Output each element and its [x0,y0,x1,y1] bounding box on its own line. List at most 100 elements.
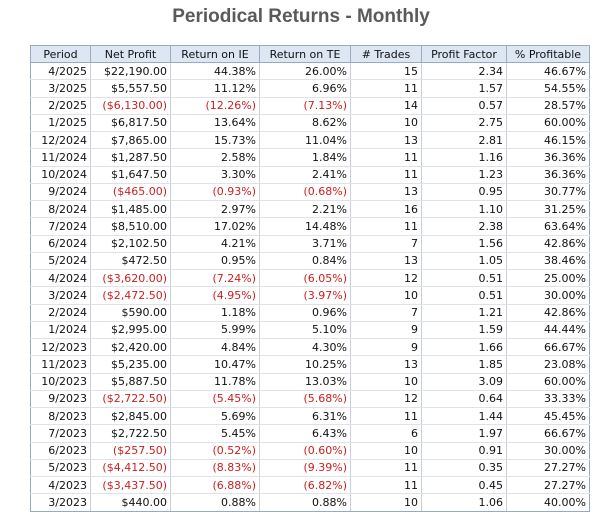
table-row: 11/2023 $5,235.00 10.47% 10.25% 13 1.85 23.08% [30,355,590,374]
profit-factor-cell: 2.81 [421,131,507,150]
percent-profitable-cell: 30.00% [506,442,590,460]
percent-profitable-cell: 30.00% [506,286,590,305]
net-profit-cell: $5,235.00 [90,355,171,374]
trades-cell: 6 [350,424,422,443]
table-row: 6/2024 $2,102.50 4.21% 3.71% 7 1.56 42.86% [30,235,590,253]
trades-cell: 11 [350,476,422,495]
trades-cell: 9 [350,338,422,357]
period-cell: 3/2025 [30,79,91,98]
return-on-ie-cell: (0.52%) [170,442,260,460]
net-profit-cell: $1,647.50 [90,166,171,184]
return-on-ie-cell: 0.95% [170,252,260,271]
return-on-te-cell: (7.13%) [259,97,351,115]
column-header-period[interactable]: Period [30,45,91,63]
return-on-te-cell: 0.84% [259,252,351,271]
table-row: 12/2023 $2,420.00 4.84% 4.30% 9 1.66 66.67% [30,338,590,357]
percent-profitable-cell: 23.08% [506,355,590,374]
net-profit-cell: ($4,412.50) [90,459,171,478]
profit-factor-cell: 0.64 [421,390,507,409]
report-title: Periodical Returns - Monthly [172,6,430,27]
header-row: Period Net Profit Return on IE Return on… [30,45,590,63]
column-header-trades[interactable]: # Trades [350,45,422,63]
net-profit-cell: ($257.50) [90,442,171,460]
profit-factor-cell: 1.97 [421,424,507,443]
periodical-returns-table: Period Net Profit Return on IE Return on… [30,45,590,512]
period-cell: 11/2023 [30,355,91,374]
return-on-ie-cell: 11.12% [170,79,260,98]
table-row: 5/2023 ($4,412.50) (8.83%) (9.39%) 11 0.35 27.… [30,459,590,478]
period-cell: 7/2024 [30,217,91,236]
return-on-ie-cell: 2.97% [170,200,260,219]
return-on-te-cell: 2.21% [259,200,351,219]
return-on-te-cell: (6.82%) [259,476,351,495]
period-cell: 4/2023 [30,476,91,495]
net-profit-cell: $590.00 [90,304,171,322]
percent-profitable-cell: 63.64% [506,217,590,236]
return-on-te-cell: 3.71% [259,235,351,253]
period-cell: 8/2024 [30,200,91,219]
percent-profitable-cell: 27.27% [506,476,590,495]
trades-cell: 14 [350,97,422,115]
profit-factor-cell: 0.45 [421,476,507,495]
table-row: 4/2024 ($3,620.00) (7.24%) (6.05%) 12 0.51 25.… [30,269,590,288]
return-on-te-cell: 13.03% [259,373,351,391]
return-on-te-cell: 2.41% [259,166,351,184]
table-row: 10/2024 $1,647.50 3.30% 2.41% 11 1.23 36.36% [30,166,590,184]
profit-factor-cell: 1.21 [421,304,507,322]
table-row: 1/2024 $2,995.00 5.99% 5.10% 9 1.59 44.44% [30,321,590,340]
period-cell: 4/2024 [30,269,91,288]
net-profit-cell: $2,102.50 [90,235,171,253]
return-on-te-cell: 8.62% [259,114,351,133]
column-header-return-on-ie[interactable]: Return on IE [170,45,260,63]
table-row: 3/2024 ($2,472.50) (4.95%) (3.97%) 10 0.51 30.… [30,286,590,305]
percent-profitable-cell: 28.57% [506,97,590,115]
return-on-ie-cell: 10.47% [170,355,260,374]
net-profit-cell: ($2,472.50) [90,286,171,305]
trades-cell: 10 [350,493,422,512]
profit-factor-cell: 1.85 [421,355,507,374]
percent-profitable-cell: 46.15% [506,131,590,150]
column-header-net-profit[interactable]: Net Profit [90,45,171,63]
period-cell: 1/2024 [30,321,91,340]
period-cell: 12/2024 [30,131,91,150]
table-row: 12/2024 $7,865.00 15.73% 11.04% 13 2.81 46.15% [30,131,590,150]
profit-factor-cell: 2.75 [421,114,507,133]
percent-profitable-cell: 36.36% [506,148,590,167]
percent-profitable-cell: 54.55% [506,79,590,98]
profit-factor-cell: 0.57 [421,97,507,115]
return-on-te-cell: 6.96% [259,79,351,98]
return-on-ie-cell: 2.58% [170,148,260,167]
return-on-te-cell: 4.30% [259,338,351,357]
period-cell: 1/2025 [30,114,91,133]
net-profit-cell: $1,287.50 [90,148,171,167]
column-header-percent-profitable[interactable]: % Profitable [506,45,590,63]
trades-cell: 12 [350,269,422,288]
return-on-ie-cell: 11.78% [170,373,260,391]
net-profit-cell: $2,845.00 [90,407,171,426]
period-cell: 11/2024 [30,148,91,167]
percent-profitable-cell: 66.67% [506,338,590,357]
trades-cell: 11 [350,217,422,236]
column-header-return-on-te[interactable]: Return on TE [259,45,351,63]
column-header-profit-factor[interactable]: Profit Factor [421,45,507,63]
return-on-te-cell: 0.88% [259,493,351,512]
trades-cell: 7 [350,304,422,322]
return-on-ie-cell: 5.69% [170,407,260,426]
return-on-te-cell: (6.05%) [259,269,351,288]
profit-factor-cell: 1.56 [421,235,507,253]
period-cell: 10/2023 [30,373,91,391]
return-on-te-cell: (0.68%) [259,183,351,202]
return-on-ie-cell: 5.99% [170,321,260,340]
trades-cell: 13 [350,131,422,150]
return-on-te-cell: 6.31% [259,407,351,426]
period-cell: 9/2024 [30,183,91,202]
percent-profitable-cell: 38.46% [506,252,590,271]
return-on-ie-cell: (0.93%) [170,183,260,202]
trades-cell: 9 [350,321,422,340]
table-row: 3/2025 $5,557.50 11.12% 6.96% 11 1.57 54.55% [30,79,590,98]
return-on-te-cell: 1.84% [259,148,351,167]
return-on-ie-cell: 13.64% [170,114,260,133]
return-on-te-cell: (5.68%) [259,390,351,409]
profit-factor-cell: 1.44 [421,407,507,426]
return-on-te-cell: (3.97%) [259,286,351,305]
